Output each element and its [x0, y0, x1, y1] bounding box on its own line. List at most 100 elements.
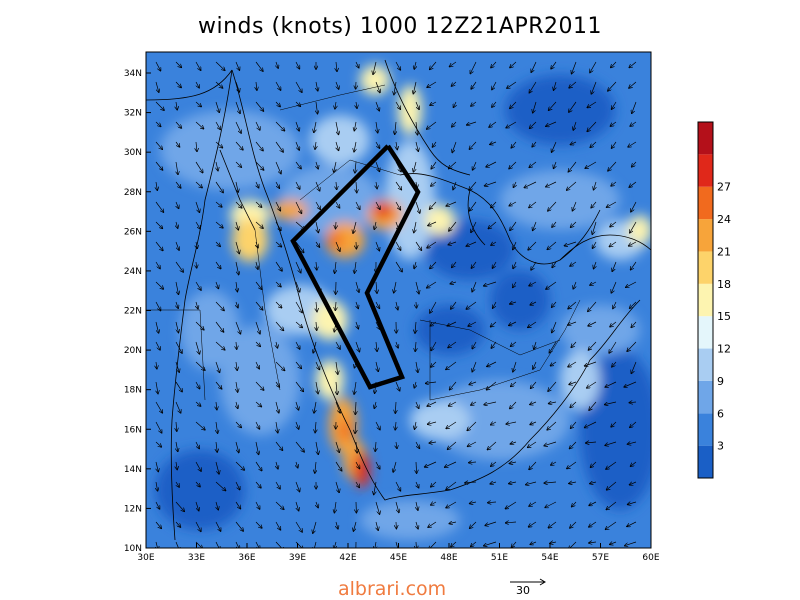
wind-arrow	[609, 341, 617, 353]
wind-arrow	[546, 281, 557, 289]
wind-arrow	[375, 501, 380, 514]
wind-arrow	[572, 501, 577, 507]
wind-arrow	[195, 181, 202, 188]
wind-arrow	[195, 501, 199, 511]
wind-arrow	[530, 422, 537, 425]
wind-arrow	[452, 141, 457, 153]
wind-arrow	[176, 421, 177, 431]
wind-arrow	[295, 441, 304, 452]
wind-arrow	[491, 201, 497, 208]
wind-arrow	[529, 201, 537, 208]
wind-arrow	[415, 421, 417, 429]
wind-arrow	[356, 101, 357, 108]
wind-arrow	[356, 441, 357, 453]
wind-arrow	[611, 281, 617, 293]
colorbar-segment	[698, 445, 713, 478]
wind-arrow	[396, 301, 398, 310]
wind-arrow	[430, 201, 437, 209]
wind-arrow	[235, 201, 242, 208]
colorbar-segment	[698, 219, 713, 252]
colorbar-label: 21	[717, 245, 731, 258]
wind-arrow	[628, 502, 637, 505]
wind-arrow	[427, 281, 437, 288]
wind-arrow	[215, 101, 219, 112]
wind-arrow	[195, 541, 202, 548]
wind-arrow	[571, 341, 577, 347]
y-tick-label: 34N	[124, 69, 142, 79]
wind-arrow	[428, 521, 437, 527]
wind-arrow	[215, 321, 224, 332]
wind-arrow	[511, 381, 517, 387]
wind-arrow	[471, 541, 477, 546]
wind-arrow	[256, 81, 257, 90]
wind-arrow	[156, 481, 158, 491]
colorbar-segment	[698, 380, 713, 414]
x-tick-label: 33E	[188, 553, 205, 563]
wind-vectors	[155, 61, 637, 548]
wind-arrow	[255, 421, 260, 429]
colorbar-segment	[698, 251, 713, 284]
wind-arrow	[415, 101, 419, 109]
wind-arrow	[415, 441, 420, 448]
colorbar-segment	[698, 316, 713, 349]
wind-arrow	[415, 201, 420, 213]
wind-arrow	[313, 341, 317, 353]
wind-arrow	[155, 441, 161, 447]
y-tick-label: 12N	[124, 504, 142, 514]
wind-arrow	[573, 281, 576, 289]
wind-arrow	[155, 261, 160, 269]
colorbar-segment	[698, 413, 713, 446]
wind-arrow	[276, 461, 278, 469]
wind-arrow	[570, 401, 577, 408]
wind-arrow	[415, 281, 419, 294]
wind-arrow	[216, 161, 218, 171]
wind-arrow	[175, 241, 179, 250]
wind-arrow	[491, 461, 497, 466]
wind-arrow	[375, 321, 380, 329]
wind-arrow	[236, 281, 237, 292]
wind-arrow	[630, 301, 637, 308]
wind-arrow	[155, 121, 161, 127]
wind-arrow	[275, 121, 285, 131]
wind-arrow	[215, 301, 224, 311]
wind-arrow	[490, 482, 497, 484]
wind-arrow	[295, 321, 302, 328]
wind-arrow	[255, 321, 260, 334]
wind-arrow	[552, 301, 557, 307]
wind-arrow	[446, 361, 457, 370]
wind-arrow	[445, 461, 457, 467]
wind-arrow	[176, 221, 178, 228]
wind-arrow	[373, 61, 377, 74]
wind-arrow	[629, 81, 637, 88]
wind-arrow	[255, 221, 263, 228]
wind-arrow	[275, 281, 281, 287]
wind-arrow	[275, 181, 279, 188]
wind-arrow	[509, 321, 517, 326]
wind-arrow	[236, 341, 237, 349]
wind-arrow	[295, 301, 302, 313]
wind-arrow	[471, 402, 477, 405]
wind-arrow	[295, 181, 300, 189]
wind-arrow	[296, 461, 298, 468]
wind-arrow	[394, 281, 396, 293]
wind-arrow	[155, 221, 163, 229]
wind-arrow	[469, 462, 477, 463]
wind-arrow	[416, 121, 418, 135]
wind-arrow	[176, 161, 178, 175]
wind-arrow	[415, 241, 422, 250]
wind-arrow	[511, 341, 517, 346]
wind-arrow	[415, 341, 416, 351]
wind-arrow	[467, 121, 477, 125]
colorbar-segment	[698, 186, 713, 220]
wind-arrow	[215, 461, 219, 474]
wind-arrow	[175, 281, 179, 294]
wind-arrow	[632, 161, 637, 167]
wind-arrow	[427, 401, 437, 406]
wind-arrow	[631, 201, 637, 212]
wind-arrow	[195, 421, 205, 430]
wind-arrow	[532, 141, 537, 147]
wind-arrow	[316, 301, 317, 312]
wind-arrow	[492, 101, 497, 107]
wind-arrow	[594, 261, 597, 269]
wind-arrow	[215, 481, 226, 491]
